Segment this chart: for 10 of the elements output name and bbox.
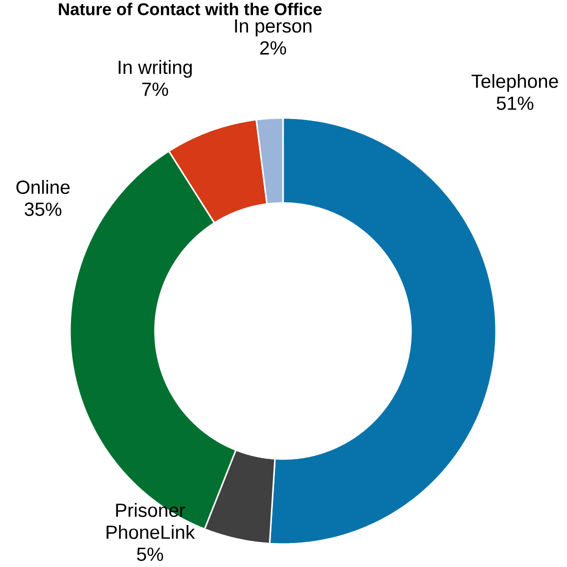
data-label: 7% — [142, 82, 168, 96]
data-label: 5% — [137, 548, 164, 561]
chart-title: Nature of Contact with the Office — [58, 2, 322, 16]
data-label: 35% — [24, 202, 62, 216]
data-label: 51% — [496, 96, 534, 110]
slice-label: Telephone — [472, 74, 558, 92]
slice-label: Online — [16, 180, 70, 194]
slice-label: In person — [235, 19, 312, 36]
slice-label: In writing — [118, 60, 192, 78]
data-label: 2% — [260, 41, 286, 55]
